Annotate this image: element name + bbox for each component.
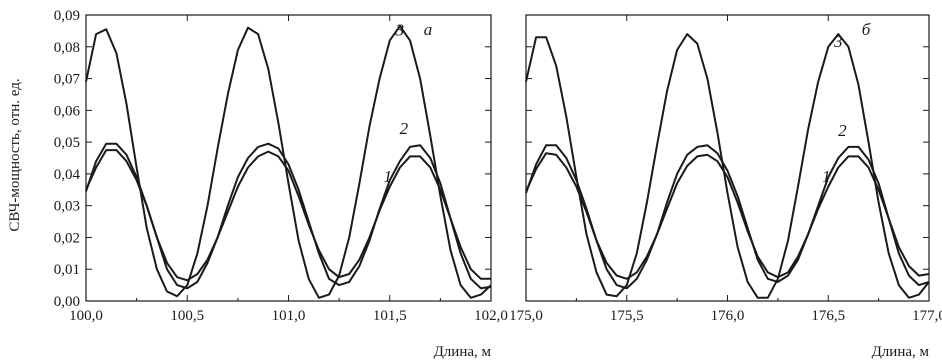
panel-1-curve-label-3: 3 xyxy=(395,21,405,40)
panel-1-y-tick-label: 0,06 xyxy=(54,103,81,119)
panel-2-x-axis-label: Длина, м xyxy=(872,344,930,360)
panel-2-curve-label-2: 2 xyxy=(838,121,847,140)
panel-2-x-tick-label: 176,5 xyxy=(811,308,845,324)
panel-1-x-tick-label: 100,0 xyxy=(69,308,103,324)
panel-2-x-tick-label: 175,0 xyxy=(509,308,543,324)
panel-2-x-tick-label: 177,0 xyxy=(912,308,942,324)
panel-2-curve-label-3: 3 xyxy=(833,32,843,51)
panel-2-plot-frame xyxy=(525,14,930,302)
panel-1-y-tick-label: 0,09 xyxy=(54,8,80,24)
panel-1-y-tick-label: 0,05 xyxy=(54,135,80,151)
panel-1-curve-label-1: 1 xyxy=(383,167,392,186)
panel-1-curve-label-2: 2 xyxy=(400,119,409,138)
panel-1-y-tick-label: 0,08 xyxy=(54,40,80,56)
panel-2-x-tick-label: 175,5 xyxy=(610,308,644,324)
panel-1-panel-label: а xyxy=(424,20,433,39)
panel-2-x-tick-label: 176,0 xyxy=(711,308,745,324)
panel-1-x-tick-label: 101,5 xyxy=(373,308,407,324)
panel-1-y-tick-label: 0,01 xyxy=(54,262,80,278)
panel-1-series-line-1 xyxy=(85,149,491,282)
panel-1-y-tick-label: 0,00 xyxy=(54,294,80,310)
panel-1-x-tick-label: 101,0 xyxy=(272,308,306,324)
y-axis-label: СВЧ-мощность, отн. ед. xyxy=(7,78,23,231)
panel-2-series-line-3 xyxy=(525,33,930,299)
panel-1-series-line-2 xyxy=(85,142,492,290)
panel-1-x-tick-label: 100,5 xyxy=(170,308,204,324)
panel-1-y-tick-label: 0,03 xyxy=(54,199,80,215)
panel-1-y-tick-label: 0,02 xyxy=(54,230,80,246)
panel-1-x-axis-label: Длина, м xyxy=(434,344,492,360)
panel-1-series-line-3 xyxy=(85,25,492,299)
panel-1-y-tick-label: 0,04 xyxy=(54,167,81,183)
panel-1-x-tick-label: 102,0 xyxy=(474,308,508,324)
panel-2-panel-label: б xyxy=(862,20,871,39)
panel-2-series-line-2 xyxy=(525,144,930,290)
panel-2-curve-label-1: 1 xyxy=(822,167,831,186)
panel-1-y-tick-label: 0,07 xyxy=(54,72,81,88)
